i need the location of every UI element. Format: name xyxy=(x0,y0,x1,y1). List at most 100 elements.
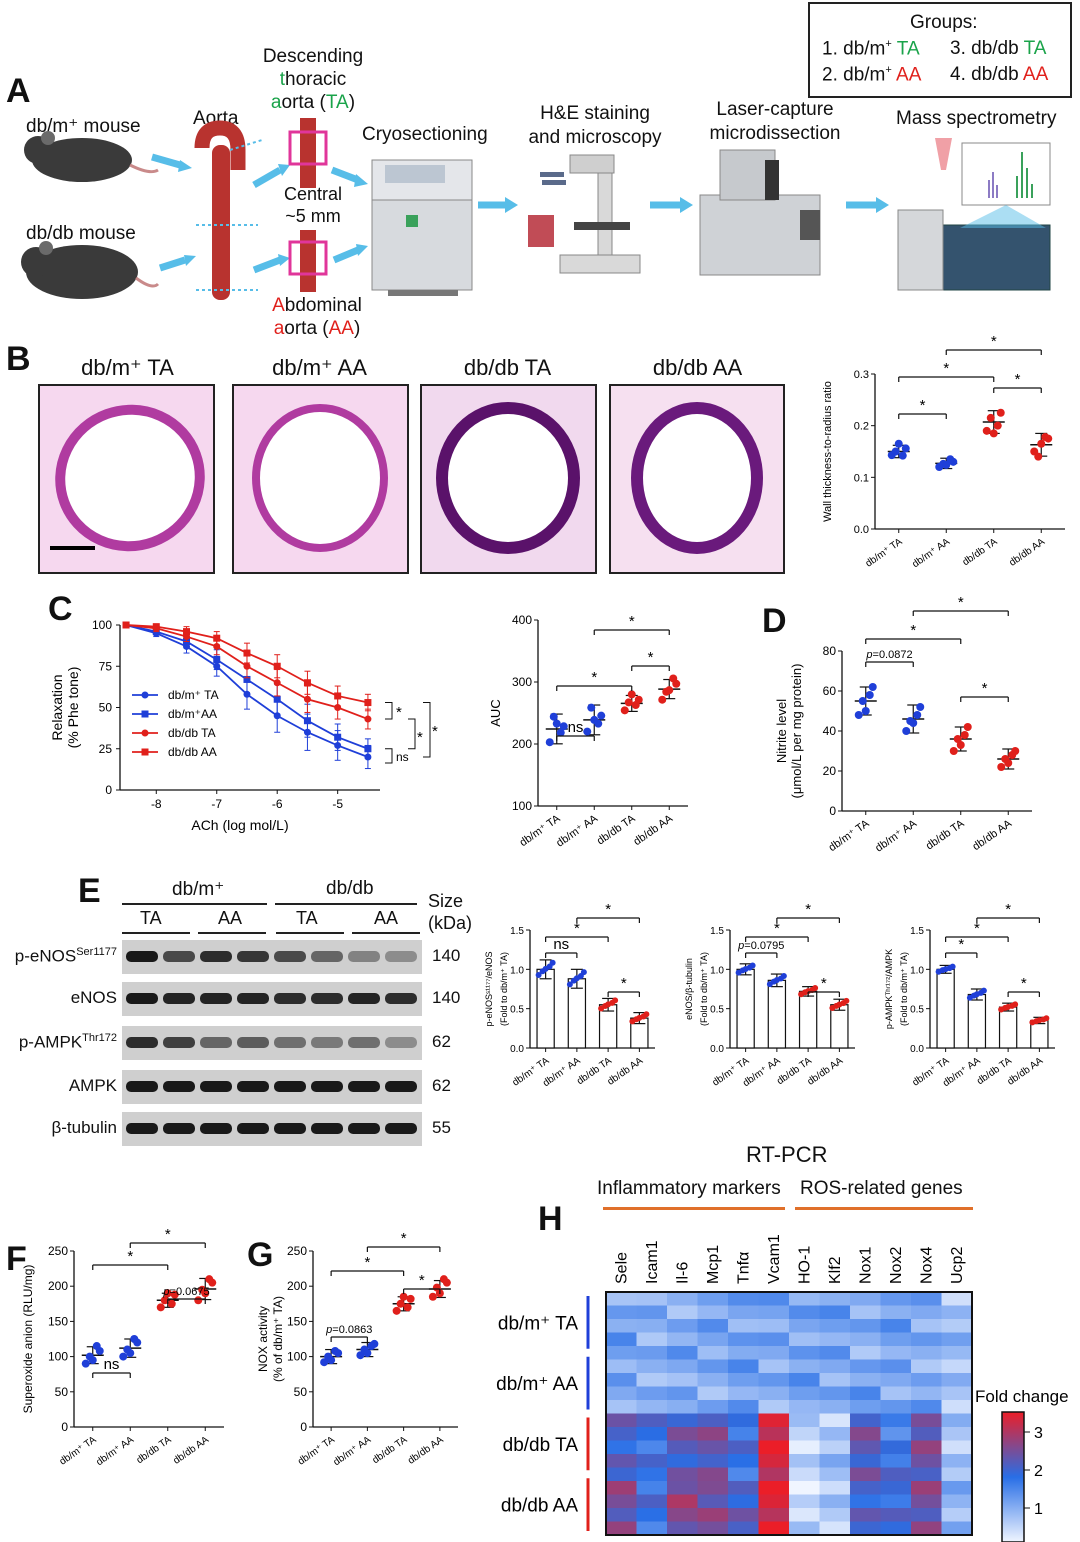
heatmap-cell xyxy=(789,1521,820,1536)
blot-strip xyxy=(122,1070,422,1104)
he-label: H&E staining and microscopy xyxy=(528,103,662,148)
sig-label: * xyxy=(774,920,780,937)
x-tick-label: db/m⁺ AA xyxy=(873,817,919,854)
heatmap-cell xyxy=(941,1386,973,1401)
data-point xyxy=(273,695,281,703)
heatmap-cell xyxy=(667,1319,698,1333)
x-tick-label: -7 xyxy=(211,797,222,811)
bar xyxy=(967,993,987,1049)
y-tick-label: 0.0 xyxy=(854,524,869,536)
sig-label: * xyxy=(621,975,627,992)
data-point xyxy=(658,695,667,704)
x-tick-label: db/db TA xyxy=(595,812,638,847)
heatmap-cell xyxy=(819,1521,851,1536)
heatmap-cell xyxy=(758,1332,790,1347)
heatmap-cell xyxy=(758,1481,790,1495)
sig-bracket xyxy=(385,748,393,764)
blot-band xyxy=(126,993,158,1004)
data-point xyxy=(201,1289,210,1298)
heatmap-cell xyxy=(911,1481,942,1495)
y-tick-label: 0.0 xyxy=(910,1044,924,1055)
data-point xyxy=(92,1342,101,1351)
y-tick-label: 75 xyxy=(99,659,113,673)
heatmap-cell xyxy=(941,1508,973,1522)
y-tick-label: 1.0 xyxy=(510,965,524,976)
y-tick-label: 1.0 xyxy=(710,965,724,976)
blot-band xyxy=(274,1037,306,1048)
data-point xyxy=(213,656,221,664)
heatmap-cell xyxy=(758,1427,790,1441)
x-tick-label: db/db TA xyxy=(135,1434,174,1466)
data-point xyxy=(891,447,900,456)
blot-band xyxy=(311,993,343,1004)
legend-marker xyxy=(141,691,149,699)
ta-segment-icon xyxy=(288,118,328,188)
heatmap-cell xyxy=(819,1454,851,1468)
panel-d-label: D xyxy=(762,602,787,640)
heatmap-cell xyxy=(880,1319,912,1333)
data-point xyxy=(88,1356,97,1365)
y-tick-label: 0.3 xyxy=(854,369,869,381)
western-blot-panel: p-eNOSSer1177 140 eNOS 140 p-AMPKThr172 62 AMP… xyxy=(0,940,470,1150)
gene-label: Il-6 xyxy=(674,1262,691,1284)
data-point xyxy=(902,727,911,735)
data-point xyxy=(1034,452,1043,461)
heatmap-cell xyxy=(728,1386,759,1401)
heatmap-cell xyxy=(850,1319,881,1333)
blot-band xyxy=(311,1037,343,1048)
gene-label: Mcp1 xyxy=(705,1245,722,1284)
y-axis-label: Wall thickness-to-radius ratio xyxy=(822,381,834,522)
data-point xyxy=(552,719,561,728)
data-point xyxy=(428,1292,437,1301)
legend-marker xyxy=(141,729,149,737)
heatmap-cell xyxy=(850,1373,881,1387)
heatmap-cell xyxy=(636,1440,668,1455)
data-point xyxy=(364,699,372,707)
sig-label: ns xyxy=(396,750,409,764)
heatmap-cell xyxy=(880,1413,912,1428)
data-point xyxy=(273,679,281,687)
heatmap-cell xyxy=(758,1467,790,1482)
heatmap-cell xyxy=(728,1508,759,1522)
heatmap-cell xyxy=(880,1373,912,1387)
heatmap-cell xyxy=(850,1521,881,1536)
blot-band xyxy=(126,1037,158,1048)
heatmap-cell xyxy=(941,1332,973,1347)
heatmap-cell xyxy=(789,1440,820,1455)
sig-label: ns xyxy=(104,1356,120,1373)
heatmap-cell xyxy=(789,1454,820,1468)
heatmap-cell xyxy=(911,1319,942,1333)
data-point xyxy=(631,701,640,710)
y-tick-label: 200 xyxy=(512,737,532,751)
heatmap-cell xyxy=(606,1494,637,1509)
heatmap-cell xyxy=(697,1292,729,1306)
heatmap-cell xyxy=(606,1359,637,1374)
data-point xyxy=(587,703,596,712)
heatmap-cell xyxy=(880,1346,912,1360)
data-point xyxy=(364,715,372,723)
heatmap-cell xyxy=(636,1454,668,1468)
y-axis-label: Superoxide anion (RLU/mg) xyxy=(21,1265,35,1414)
sig-label: * xyxy=(591,669,597,686)
heatmap-cell xyxy=(667,1359,698,1374)
heatmap-cell xyxy=(636,1305,668,1320)
y-tick-label: 60 xyxy=(823,684,837,698)
y-axis-label: p-eNOSˢ¹¹⁷⁷/eNOS xyxy=(484,951,494,1026)
heatmap-cell xyxy=(819,1400,851,1414)
bar xyxy=(798,990,818,1049)
data-point xyxy=(909,719,918,727)
data-point xyxy=(989,429,998,438)
y-tick-label: 50 xyxy=(99,701,113,715)
heatmap-cell xyxy=(789,1373,820,1387)
heatmap-cell xyxy=(880,1494,912,1509)
gene-label: Klf2 xyxy=(827,1256,844,1284)
blot-band xyxy=(385,951,417,962)
heatmap-cell xyxy=(941,1454,973,1468)
data-point xyxy=(858,697,867,705)
y-tick-label: 0.5 xyxy=(510,1005,524,1016)
flow-arrows xyxy=(151,153,876,274)
x-tick-label: -5 xyxy=(332,797,343,811)
data-point xyxy=(156,1303,165,1312)
sig-label: * xyxy=(417,729,423,746)
data-point xyxy=(152,623,160,631)
